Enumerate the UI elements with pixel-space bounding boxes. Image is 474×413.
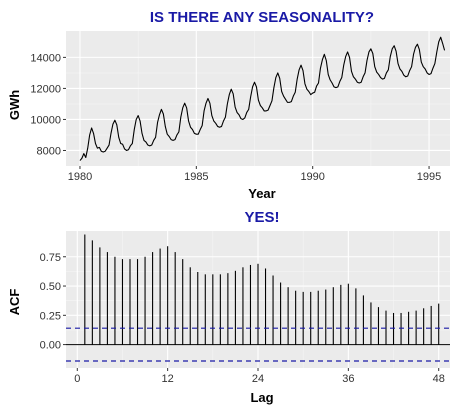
bottom-x-tick-label: 36	[342, 373, 354, 385]
bottom-x-axis-label: Lag	[250, 390, 273, 405]
bottom-y-axis-label: ACF	[7, 289, 22, 316]
bottom-chart-title: YES!	[244, 209, 279, 226]
top-y-tick-label: 10000	[30, 114, 61, 126]
acf-panel: 0.00 0.25 0.50 0.75 0 12 24 36 48	[40, 231, 450, 385]
top-x-tick-label: 1995	[417, 171, 441, 183]
bottom-y-tick-label: 0.50	[40, 281, 61, 293]
top-x-axis-label: Year	[248, 186, 275, 201]
top-y-axis-label: GWh	[7, 90, 22, 120]
top-x-tick-label: 1980	[68, 171, 92, 183]
top-x-tick-label: 1990	[300, 171, 324, 183]
top-y-tick-label: 8000	[37, 145, 61, 157]
bottom-y-tick-label: 0.25	[40, 310, 61, 322]
top-y-tick-label: 14000	[30, 52, 61, 64]
electricity-demand-line	[79, 36, 446, 161]
bottom-x-tick-label: 48	[433, 373, 445, 385]
bottom-y-tick-label: 0.00	[40, 340, 61, 352]
bottom-y-tick-label: 0.75	[40, 252, 61, 264]
bottom-x-tick-label: 24	[252, 373, 264, 385]
top-x-tick-label: 1985	[184, 171, 208, 183]
bottom-x-tick-label: 12	[162, 373, 174, 385]
bottom-x-tick-label: 0	[74, 373, 80, 385]
top-y-tick-label: 12000	[30, 83, 61, 95]
time-series-panel: 8000 10000 12000 14000 1980 1985 1990 1995	[30, 31, 450, 183]
top-chart-title: IS THERE ANY SEASONALITY?	[150, 9, 374, 26]
